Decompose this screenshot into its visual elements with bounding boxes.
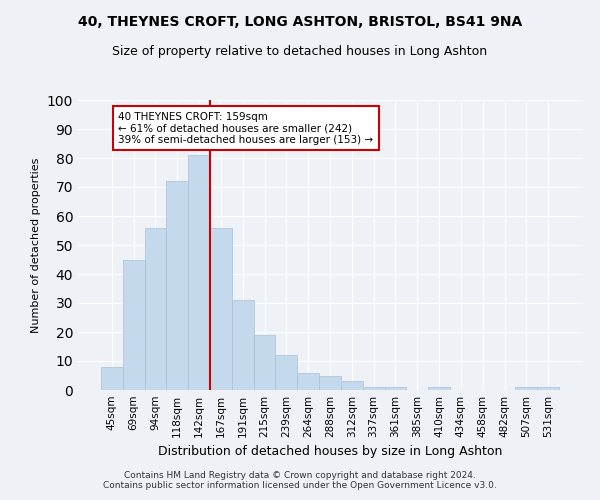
Bar <box>297 372 319 390</box>
Bar <box>385 387 406 390</box>
X-axis label: Distribution of detached houses by size in Long Ashton: Distribution of detached houses by size … <box>158 446 502 458</box>
Bar <box>341 382 363 390</box>
Bar <box>319 376 341 390</box>
Bar <box>363 387 385 390</box>
Bar <box>537 387 559 390</box>
Bar <box>210 228 232 390</box>
Text: Size of property relative to detached houses in Long Ashton: Size of property relative to detached ho… <box>112 45 488 58</box>
Bar <box>275 355 297 390</box>
Text: 40, THEYNES CROFT, LONG ASHTON, BRISTOL, BS41 9NA: 40, THEYNES CROFT, LONG ASHTON, BRISTOL,… <box>78 15 522 29</box>
Bar <box>188 155 210 390</box>
Bar <box>232 300 254 390</box>
Y-axis label: Number of detached properties: Number of detached properties <box>31 158 41 332</box>
Bar <box>515 387 537 390</box>
Bar <box>254 335 275 390</box>
Bar <box>166 181 188 390</box>
Bar <box>101 367 123 390</box>
Bar <box>123 260 145 390</box>
Text: 40 THEYNES CROFT: 159sqm
← 61% of detached houses are smaller (242)
39% of semi-: 40 THEYNES CROFT: 159sqm ← 61% of detach… <box>118 112 373 145</box>
Bar <box>145 228 166 390</box>
Text: Contains HM Land Registry data © Crown copyright and database right 2024.
Contai: Contains HM Land Registry data © Crown c… <box>103 470 497 490</box>
Bar <box>428 387 450 390</box>
